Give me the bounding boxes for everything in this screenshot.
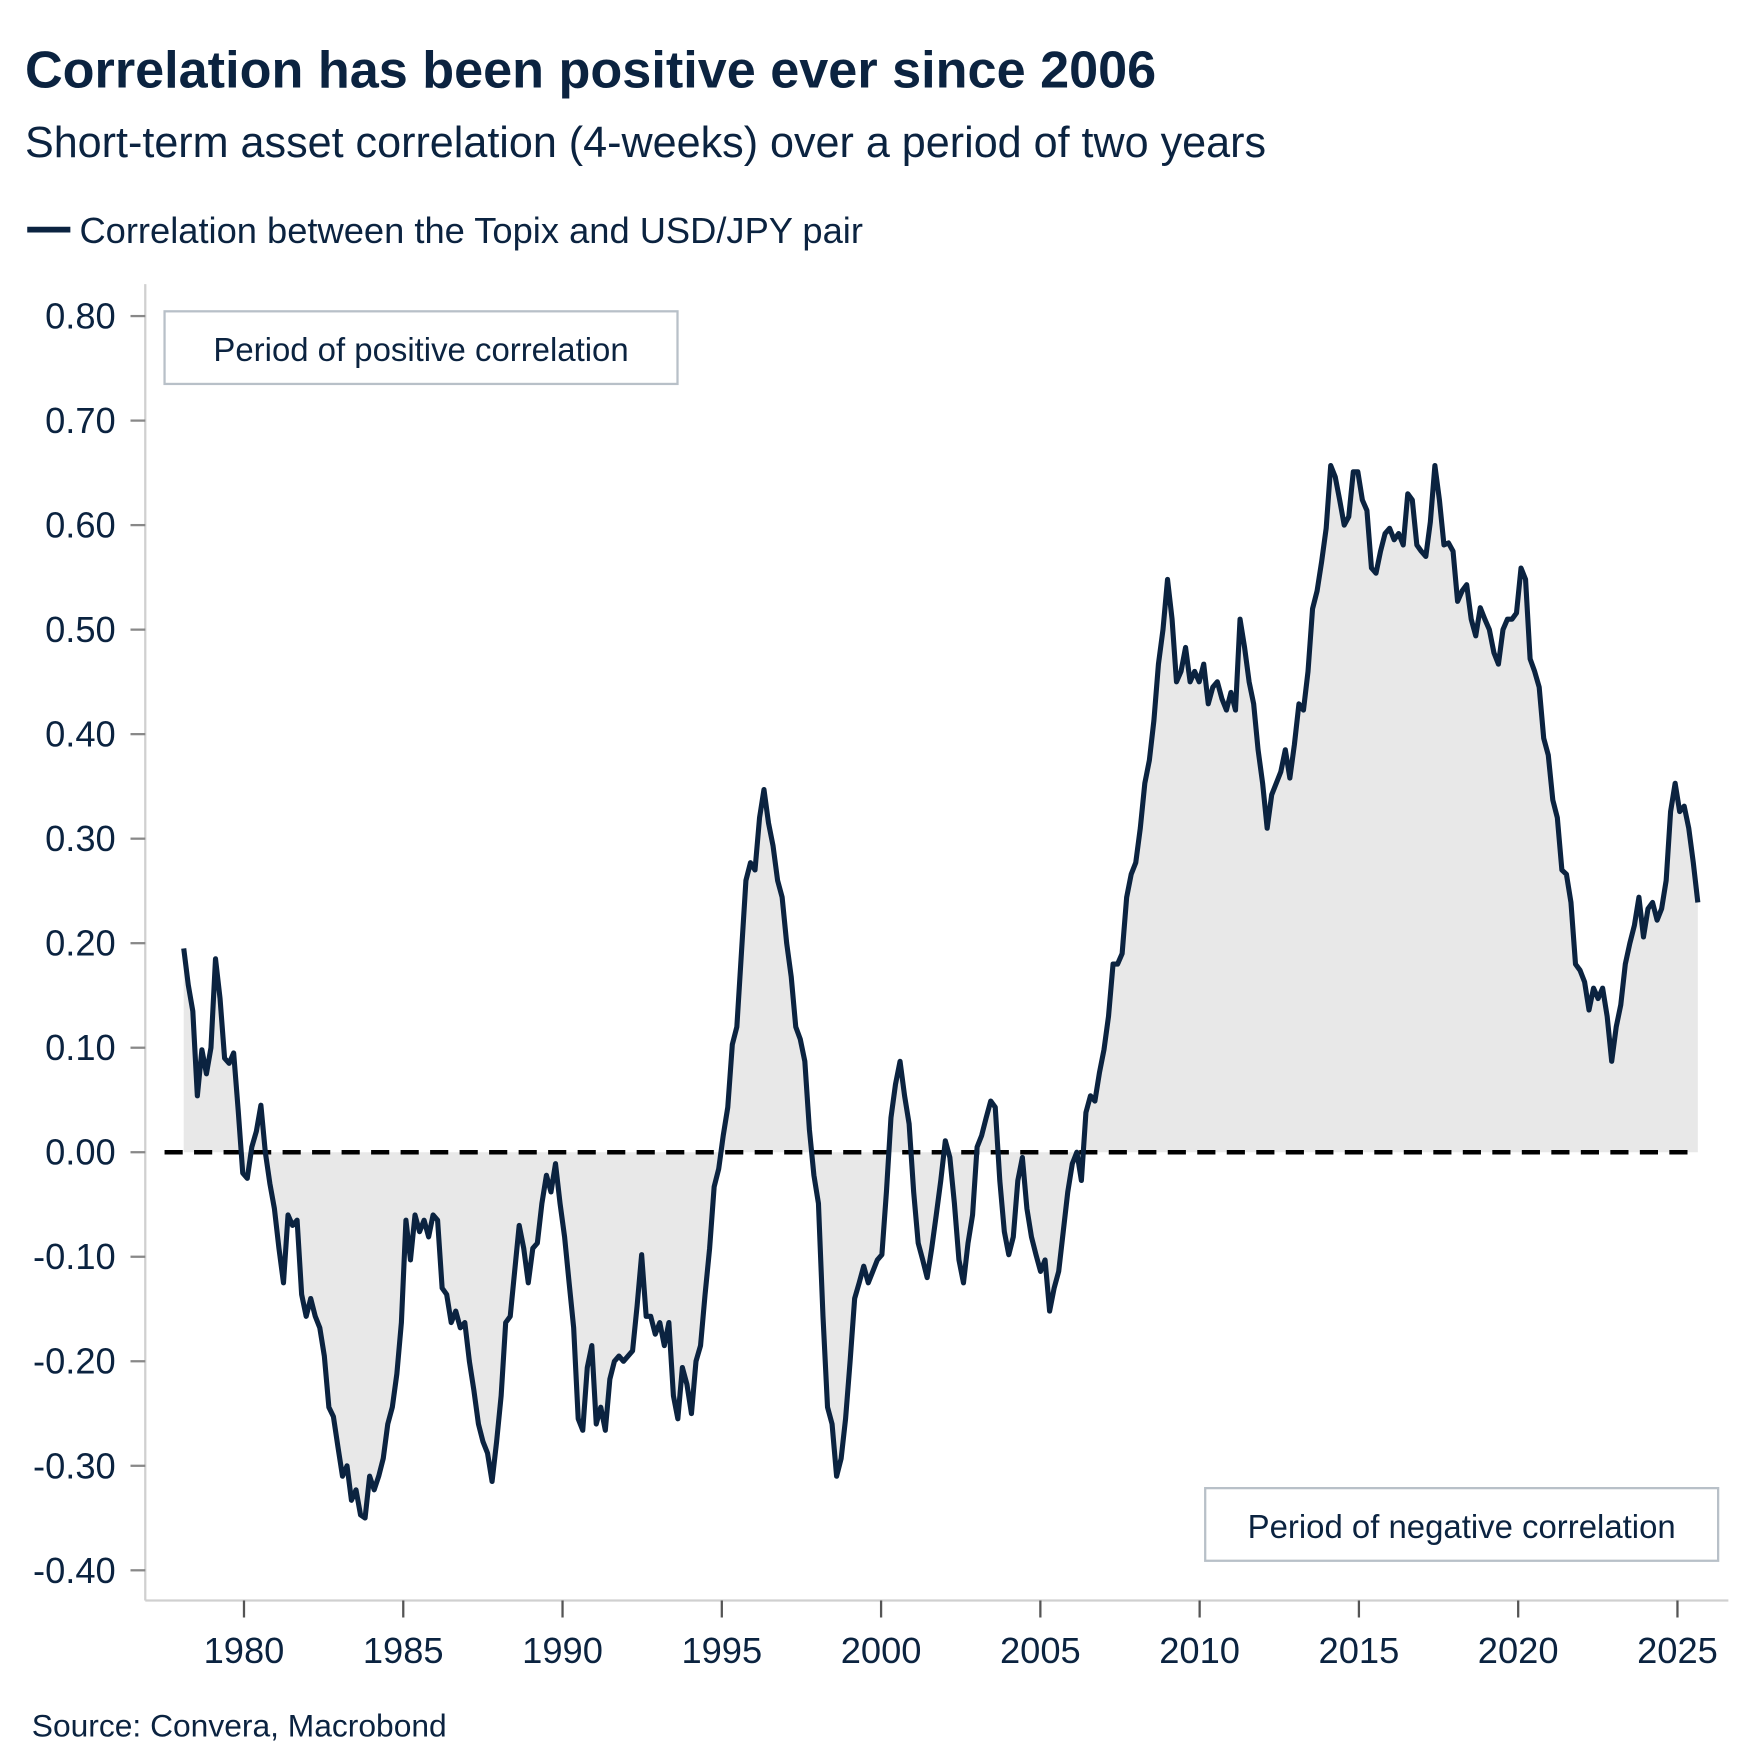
y-tick-label: 0.60	[45, 505, 116, 546]
chart-title: Correlation has been positive ever since…	[25, 42, 1156, 100]
y-tick-label: 0.40	[45, 714, 116, 755]
x-tick-label: 1985	[363, 1630, 444, 1671]
x-tick-label: 1980	[204, 1630, 285, 1671]
annotation-positive: Period of positive correlation	[163, 310, 679, 386]
legend: Correlation between the Topix and USD/JP…	[27, 210, 863, 251]
y-ticks: 0.80 0.70 0.60 0.50 0.40 0.30 0.20 0.10 0.00 -0.1…	[33, 296, 146, 1591]
x-tick-label: 2005	[1000, 1630, 1081, 1671]
y-tick-label: 0.00	[45, 1132, 116, 1173]
annotation-text: Period of negative correlation	[1248, 1508, 1676, 1545]
series-area-fill	[183, 465, 1698, 1518]
x-tick-label: 2000	[841, 1630, 922, 1671]
y-tick-label: 0.80	[45, 296, 116, 337]
y-tick-label: 0.30	[45, 818, 116, 859]
chart-subtitle: Short-term asset correlation (4-weeks) o…	[25, 119, 1266, 167]
legend-label: Correlation between the Topix and USD/JP…	[79, 210, 863, 251]
x-tick-label: 2020	[1478, 1630, 1559, 1671]
y-tick-label: -0.40	[33, 1550, 116, 1591]
x-tick-label: 2025	[1637, 1630, 1718, 1671]
y-tick-label: 0.10	[45, 1027, 116, 1068]
annotation-negative: Period of negative correlation	[1204, 1487, 1720, 1562]
y-tick-label: 0.70	[45, 400, 116, 441]
x-tick-label: 1990	[522, 1630, 603, 1671]
annotation-text: Period of positive correlation	[213, 331, 628, 368]
y-tick-label: 0.50	[45, 609, 116, 650]
x-tick-label: 2015	[1319, 1630, 1400, 1671]
annotation-box	[163, 310, 679, 386]
x-tick-label: 1995	[681, 1630, 762, 1671]
source-note: Source: Convera, Macrobond	[32, 1708, 447, 1744]
y-tick-label: -0.20	[33, 1341, 116, 1382]
series-line	[181, 462, 1701, 1521]
y-tick-label: -0.30	[33, 1445, 116, 1486]
x-tick-label: 2010	[1159, 1630, 1240, 1671]
y-tick-label: 0.20	[45, 923, 116, 964]
y-tick-label: -0.10	[33, 1236, 116, 1277]
x-ticks: 1980 1985 1990 1995 2000 2005 2010 2015 2020 2025	[204, 1600, 1718, 1671]
annotation-box	[1204, 1487, 1720, 1562]
